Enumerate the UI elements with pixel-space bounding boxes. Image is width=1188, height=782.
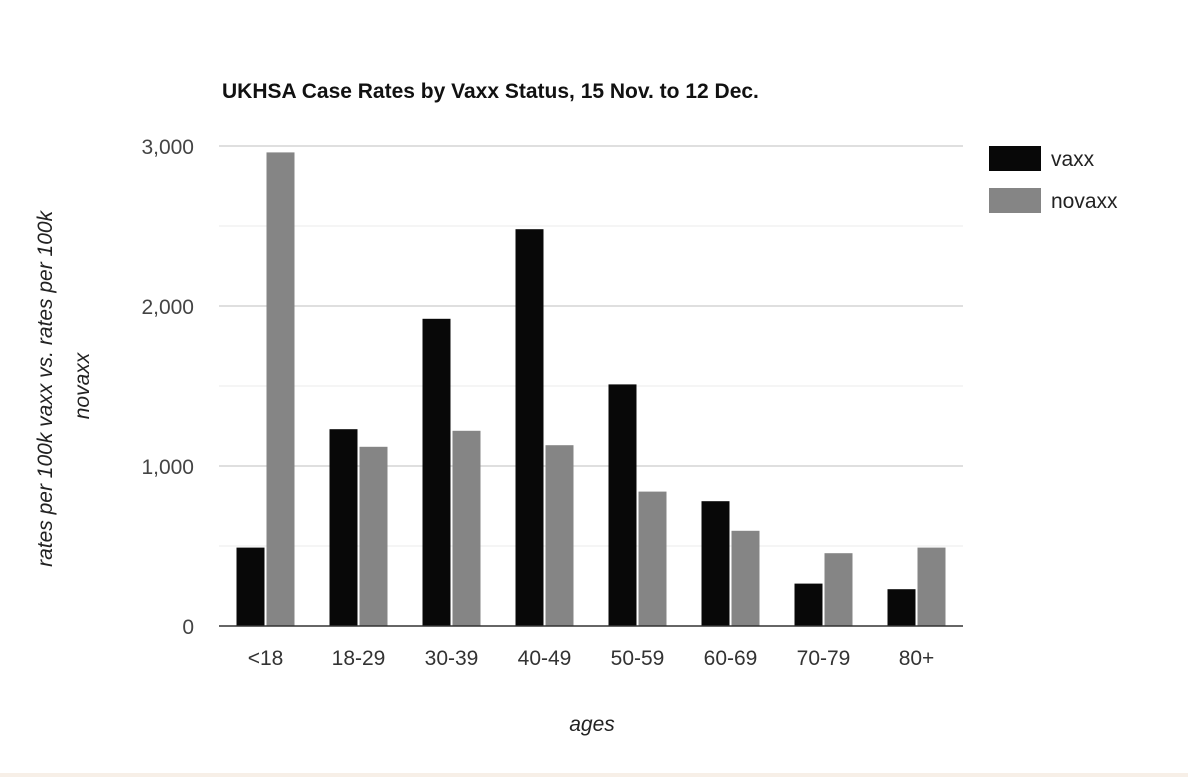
bar-novaxx-3: [545, 445, 574, 626]
x-tick-label: 40-49: [518, 647, 572, 670]
bar-vaxx-7: [887, 589, 916, 626]
bar-novaxx-6: [824, 553, 853, 626]
x-tick-label: 30-39: [425, 647, 479, 670]
x-tick-label: 80+: [899, 647, 935, 670]
y-tick-label: 1,000: [141, 456, 194, 479]
legend-swatch-novaxx: [989, 188, 1041, 213]
bar-novaxx-1: [359, 446, 388, 626]
y-axis-label-line-1: rates per 100k vaxx vs. rates per 100k: [34, 209, 57, 567]
y-tick-label: 3,000: [141, 136, 194, 159]
y-tick-label: 0: [182, 616, 194, 639]
y-axis-label-line-2: novaxx: [71, 351, 94, 419]
bar-vaxx-6: [794, 583, 823, 626]
x-axis-label: ages: [569, 713, 615, 736]
chart-title: UKHSA Case Rates by Vaxx Status, 15 Nov.…: [222, 80, 759, 103]
x-tick-label: 60-69: [704, 647, 758, 670]
bar-vaxx-2: [422, 318, 451, 626]
x-tick-label: 50-59: [611, 647, 665, 670]
bar-vaxx-5: [701, 501, 730, 626]
x-axis-tick-labels: <18 18-29 30-39 40-49 50-59 60-69 70-79 80+: [248, 647, 935, 670]
bars: [236, 152, 946, 626]
bar-vaxx-3: [515, 229, 544, 626]
legend-swatch-vaxx: [989, 146, 1041, 171]
x-tick-label: 70-79: [797, 647, 851, 670]
legend-item-novaxx: novaxx: [989, 188, 1118, 213]
bar-novaxx-4: [638, 491, 667, 626]
legend-item-vaxx: vaxx: [989, 146, 1095, 171]
bottom-strip: [0, 773, 1188, 777]
bar-novaxx-2: [452, 430, 481, 626]
bar-novaxx-0: [266, 152, 295, 626]
bar-vaxx-0: [236, 547, 265, 626]
bar-novaxx-5: [731, 530, 760, 626]
legend-label-vaxx: vaxx: [1051, 148, 1095, 171]
y-axis-tick-labels: 0 1,000 2,000 3,000: [141, 136, 194, 639]
bar-novaxx-7: [917, 547, 946, 626]
x-tick-label: <18: [248, 647, 284, 670]
legend-label-novaxx: novaxx: [1051, 190, 1118, 213]
y-axis-label: rates per 100k vaxx vs. rates per 100k n…: [34, 205, 94, 567]
legend: vaxx novaxx: [989, 146, 1118, 213]
x-tick-label: 18-29: [332, 647, 386, 670]
bar-vaxx-4: [608, 384, 637, 626]
y-tick-label: 2,000: [141, 296, 194, 319]
bar-vaxx-1: [329, 429, 358, 626]
